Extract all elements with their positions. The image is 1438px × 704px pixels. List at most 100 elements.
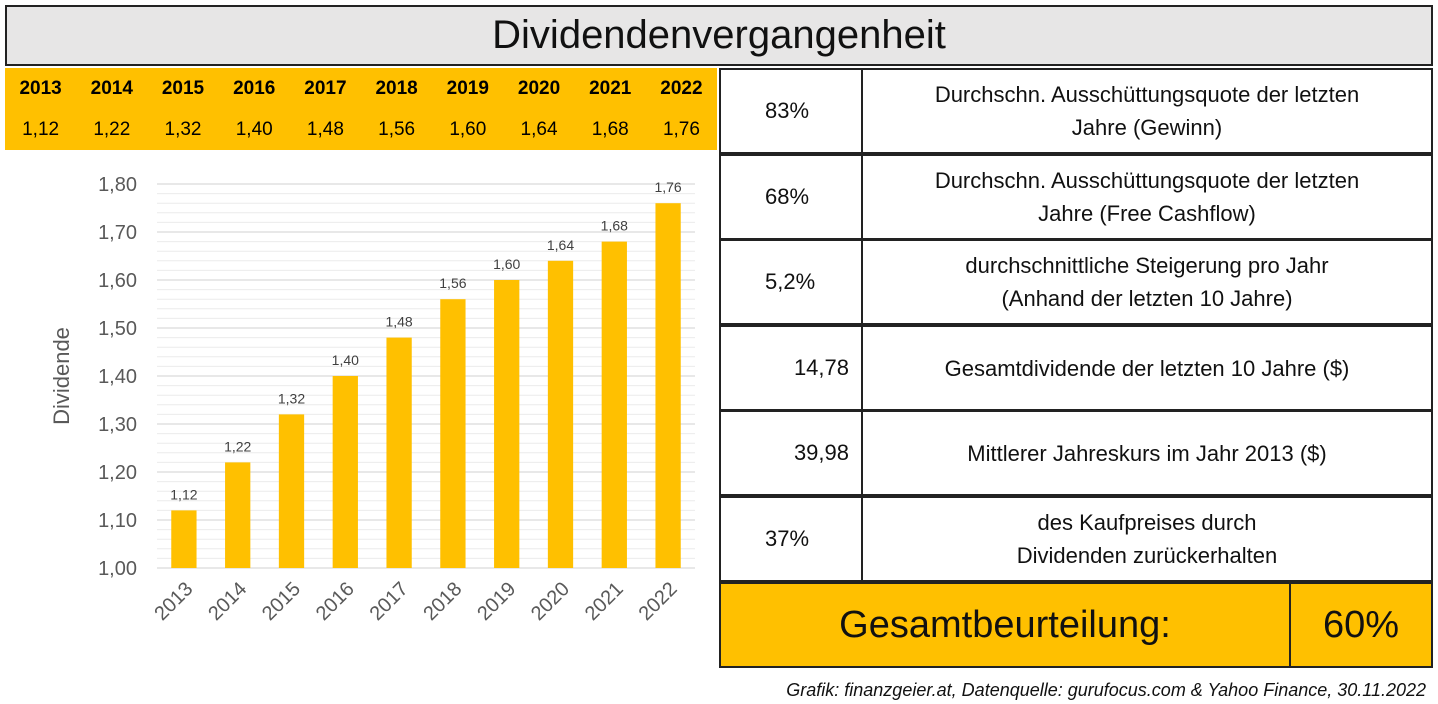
year-cell: 2022 — [660, 77, 703, 99]
y-tick-label: 1,10 — [98, 510, 137, 532]
dividend-cell: 1,76 — [662, 118, 700, 140]
bar — [547, 260, 574, 568]
chart-bars — [171, 203, 681, 568]
stat-value: 39,98 — [719, 410, 863, 496]
x-tick-label: 2016 — [312, 578, 359, 625]
bar — [655, 203, 681, 568]
x-tick-label: 2019 — [473, 578, 520, 625]
stat-row-avg-price: 39,98 Mittlerer Jahreskurs im Jahr 2013 … — [719, 410, 1433, 496]
stat-desc-line: Jahre (Free Cashflow) — [1038, 201, 1256, 226]
bar-value-label: 1,68 — [601, 218, 628, 234]
overall-rating-label: Gesamtbeurteilung: — [719, 582, 1291, 668]
bar-value-label: 1,48 — [385, 314, 412, 330]
stat-desc-line: Durchschn. Ausschüttungsquote der letzte… — [934, 82, 1360, 107]
x-tick-label: 2015 — [258, 578, 305, 625]
stat-value: 83% — [719, 68, 863, 154]
stat-desc-line: Mittlerer Jahreskurs im Jahr 2013 ($) — [967, 440, 1327, 466]
bar — [225, 462, 251, 568]
bar-value-label: 1,60 — [493, 256, 520, 272]
x-tick-label: 2021 — [581, 578, 628, 625]
stat-value: 68% — [719, 154, 863, 240]
bar-value-label: 1,12 — [170, 486, 197, 502]
stat-desc-line: Dividenden zurückerhalten — [1016, 543, 1278, 568]
year-cell: 2018 — [375, 77, 418, 99]
x-tick-label: 2020 — [527, 578, 574, 625]
stat-row-growth: 5,2% durchschnittliche Steigerung pro Ja… — [719, 239, 1433, 325]
dividend-cell: 1,22 — [93, 118, 131, 140]
dividend-cell: 1,60 — [449, 118, 487, 140]
year-cell: 2013 — [19, 77, 62, 99]
stat-description: Durchschn. Ausschüttungsquote der letzte… — [861, 154, 1433, 240]
bar — [332, 376, 358, 568]
bar — [278, 414, 305, 568]
y-tick-label: 1,20 — [98, 462, 137, 484]
y-tick-label: 1,60 — [98, 270, 137, 292]
dividend-cell: 1,68 — [591, 118, 629, 140]
dividend-year-table: 2013 2014 2015 2016 2017 2018 2019 2020 … — [5, 68, 717, 150]
y-tick-label: 1,00 — [98, 558, 137, 580]
stat-desc-line: Durchschn. Ausschüttungsquote der letzte… — [934, 168, 1360, 193]
x-tick-label: 2013 — [150, 578, 197, 625]
bar-value-label: 1,22 — [224, 438, 251, 454]
x-tick-label: 2018 — [419, 578, 466, 625]
overall-rating-value: 60% — [1289, 582, 1433, 668]
stat-row-payout-profit: 83% Durchschn. Ausschüttungsquote der le… — [719, 68, 1433, 154]
bar — [440, 299, 466, 568]
stats-table: 83% Durchschn. Ausschüttungsquote der le… — [719, 68, 1433, 582]
year-row: 2013 2014 2015 2016 2017 2018 2019 2020 … — [5, 68, 717, 109]
dividend-cell: 1,12 — [22, 118, 60, 140]
bar-value-label: 1,32 — [278, 390, 305, 406]
dividend-cell: 1,32 — [164, 118, 202, 140]
stat-row-total-dividend: 14,78 Gesamtdividende der letzten 10 Jah… — [719, 325, 1433, 411]
x-tick-label: 2017 — [366, 578, 413, 625]
source-caption: Grafik: finanzgeier.at, Datenquelle: gur… — [786, 680, 1426, 700]
y-tick-label: 1,80 — [98, 174, 137, 196]
stat-description: Mittlerer Jahreskurs im Jahr 2013 ($) — [861, 410, 1433, 496]
stat-description: Gesamtdividende der letzten 10 Jahre ($) — [861, 325, 1433, 411]
year-cell: 2017 — [304, 77, 347, 99]
chart-svg: 1,00 1,10 1,20 1,30 1,40 1,50 1,60 1,70 1,80 Divi… — [49, 174, 695, 625]
bar — [494, 280, 520, 568]
dividend-cell: 1,48 — [306, 118, 344, 140]
stat-row-return: 37% des Kaufpreises durch Dividenden zurü… — [719, 496, 1433, 582]
bar — [386, 337, 412, 568]
dividend-bar-chart: 1,00 1,10 1,20 1,30 1,40 1,50 1,60 1,70 1,80 Divi… — [5, 152, 717, 666]
bar-value-label: 1,56 — [439, 275, 466, 291]
stat-row-payout-cashflow: 68% Durchschn. Ausschüttungsquote der le… — [719, 154, 1433, 240]
stat-desc-line: (Anhand der letzten 10 Jahre) — [1001, 286, 1293, 311]
bar-value-label: 1,76 — [654, 179, 681, 195]
y-tick-label: 1,40 — [98, 366, 137, 388]
stat-description: Durchschn. Ausschüttungsquote der letzte… — [861, 68, 1433, 154]
year-cell: 2015 — [161, 77, 205, 99]
bar — [601, 241, 627, 568]
year-cell: 2016 — [233, 77, 276, 99]
year-cell: 2019 — [446, 77, 489, 99]
year-cell: 2014 — [90, 77, 133, 99]
stat-desc-line: des Kaufpreises durch — [1037, 510, 1257, 535]
year-cell: 2020 — [517, 77, 561, 99]
stat-desc-line: Jahre (Gewinn) — [1071, 115, 1223, 140]
bar-value-label: 1,64 — [547, 237, 574, 253]
x-tick-label: 2014 — [204, 578, 251, 625]
stat-desc-line: durchschnittliche Steigerung pro Jahr — [965, 253, 1329, 278]
stat-value: 5,2% — [719, 239, 863, 325]
x-tick-label: 2022 — [635, 578, 682, 625]
y-tick-label: 1,50 — [98, 318, 137, 340]
stat-description: durchschnittliche Steigerung pro Jahr (An… — [861, 239, 1433, 325]
bar — [171, 510, 197, 568]
y-tick-label: 1,70 — [98, 222, 137, 244]
stat-desc-line: Gesamtdividende der letzten 10 Jahre ($) — [944, 355, 1350, 381]
stat-value: 14,78 — [719, 325, 863, 411]
dividend-cell: 1,64 — [520, 118, 558, 140]
y-axis-title: Dividende — [49, 327, 74, 425]
stat-description: des Kaufpreises durch Dividenden zurücker… — [861, 496, 1433, 582]
dividend-row: 1,12 1,22 1,32 1,40 1,48 1,56 1,60 1,64 … — [5, 109, 717, 150]
dividend-cell: 1,40 — [235, 118, 273, 140]
page-title: Dividendenvergangenheit — [5, 5, 1433, 66]
stat-value: 37% — [719, 496, 863, 582]
dividend-cell: 1,56 — [378, 118, 416, 140]
overall-rating: Gesamtbeurteilung: 60% — [719, 582, 1433, 668]
year-cell: 2021 — [589, 77, 632, 99]
y-tick-label: 1,30 — [98, 414, 137, 436]
bar-value-label: 1,40 — [332, 352, 359, 368]
